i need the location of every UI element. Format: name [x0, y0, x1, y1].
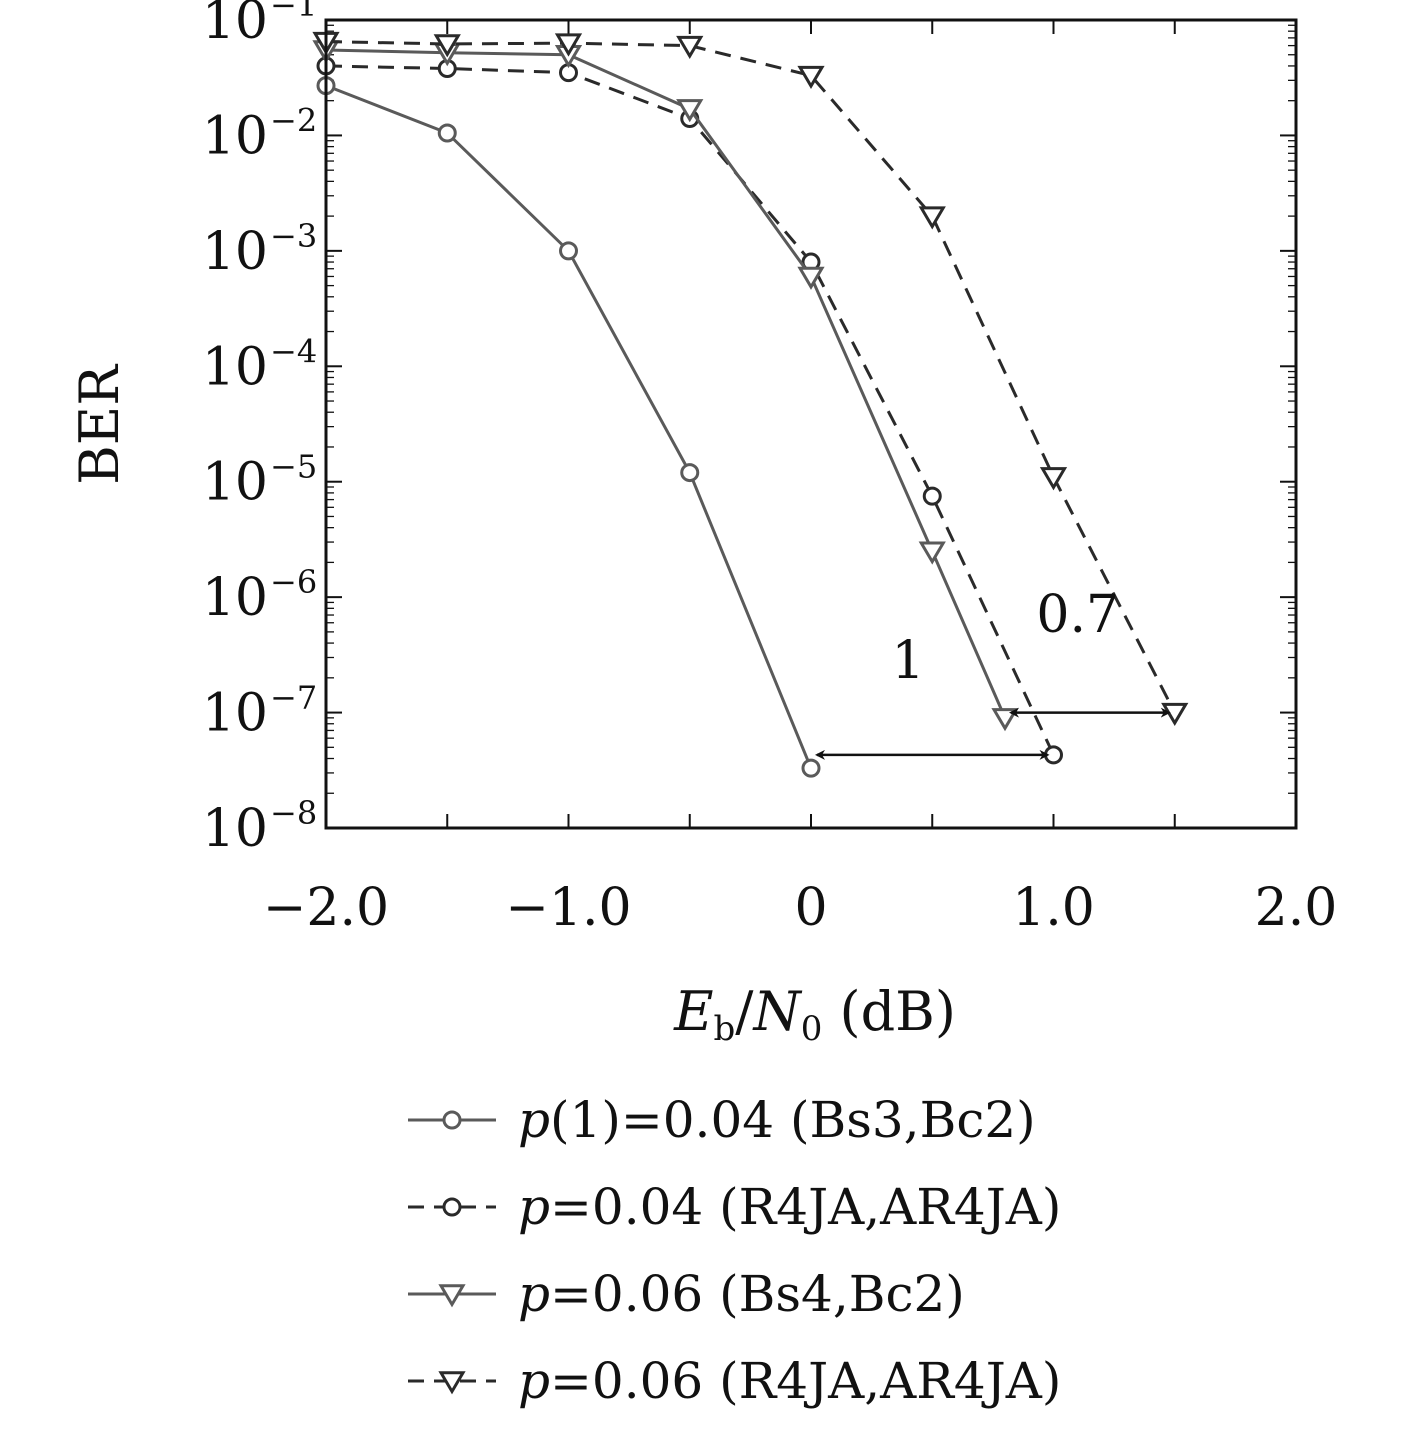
plot-frame — [324, 18, 1298, 830]
annotation-layer: 10.7 — [815, 585, 1171, 760]
data-point — [437, 123, 457, 143]
x-tick-label: −1.0 — [505, 878, 631, 938]
legend-entry: p=0.04 (R4JA,AR4JA) — [408, 1178, 1061, 1236]
y-tick-label: 10 — [202, 799, 268, 859]
y-tick-exponent: −1 — [270, 0, 317, 24]
x-tick-label: 2.0 — [1255, 878, 1338, 938]
y-tick-label: 10 — [202, 568, 268, 628]
data-point — [554, 33, 583, 57]
legend-entry: p=0.06 (R4JA,AR4JA) — [408, 1352, 1061, 1410]
y-tick-label: 10 — [202, 684, 268, 744]
data-point — [433, 34, 461, 58]
series-line — [325, 64, 1055, 756]
y-tick-exponent: −6 — [270, 563, 317, 601]
x-tick-label: 0 — [794, 878, 827, 938]
legend-marker — [442, 1197, 462, 1217]
legend-entry: p=0.06 (Bs4,Bc2) — [408, 1265, 965, 1323]
y-tick-exponent: −4 — [270, 332, 317, 370]
data-point — [801, 758, 821, 778]
series-line — [325, 48, 1007, 719]
data-point — [1039, 467, 1068, 491]
x-axis-label: Eb/N0 (dB) — [673, 980, 956, 1049]
y-tick-label: 10 — [202, 453, 268, 513]
y-tick-exponent: −7 — [270, 679, 317, 717]
legend-label: p=0.06 (R4JA,AR4JA) — [518, 1352, 1061, 1410]
x-tick-labels: −2.0 −1.0 0 1.0 2.0 — [263, 878, 1337, 938]
data-point — [918, 541, 946, 565]
y-tick-exponent: −8 — [270, 794, 317, 832]
legend-marker — [442, 1110, 462, 1130]
legend-label: p=0.06 (Bs4,Bc2) — [518, 1265, 965, 1323]
data-point — [559, 241, 578, 261]
legend-marker — [438, 1284, 466, 1308]
y-tick-exponent: −5 — [270, 448, 317, 486]
y-axis-label: BER — [68, 364, 131, 485]
y-tick-exponent: −3 — [270, 217, 317, 255]
series-3 — [312, 40, 1019, 732]
series-layer — [312, 31, 1189, 778]
data-point — [1044, 745, 1063, 765]
x-tick-label: −2.0 — [263, 878, 389, 938]
legend: p(1)=0.04 (Bs3,Bc2) p=0.04 (R4JA,AR4JA) p=… — [408, 1091, 1061, 1410]
data-point — [918, 206, 946, 230]
series-line — [325, 40, 1177, 714]
y-tick-label: 10 — [202, 106, 268, 166]
gap-label: 0.7 — [1036, 585, 1119, 645]
y-tick-label: 10 — [202, 337, 268, 397]
y-tick-label: 10 — [202, 222, 268, 282]
legend-label: p=0.04 (R4JA,AR4JA) — [518, 1178, 1061, 1236]
y-tick-exponent: −2 — [270, 101, 317, 139]
legend-label: p(1)=0.04 (Bs3,Bc2) — [518, 1091, 1036, 1149]
data-point — [676, 35, 704, 60]
series-line — [325, 84, 813, 769]
data-point — [676, 99, 704, 123]
legend-entry: p(1)=0.04 (Bs3,Bc2) — [408, 1091, 1036, 1149]
data-point — [797, 65, 825, 89]
y-tick-label: 10 — [202, 0, 268, 51]
x-tick-label: 1.0 — [1012, 878, 1095, 938]
data-point — [797, 266, 825, 290]
y-tick-labels: 10−110−210−310−410−510−610−710−8 — [202, 0, 317, 859]
legend-marker — [438, 1371, 466, 1395]
data-point — [922, 486, 942, 506]
gap-label: 1 — [891, 631, 924, 691]
data-point — [680, 463, 700, 483]
series-2 — [316, 56, 1063, 765]
axis-ticks — [325, 19, 1297, 829]
